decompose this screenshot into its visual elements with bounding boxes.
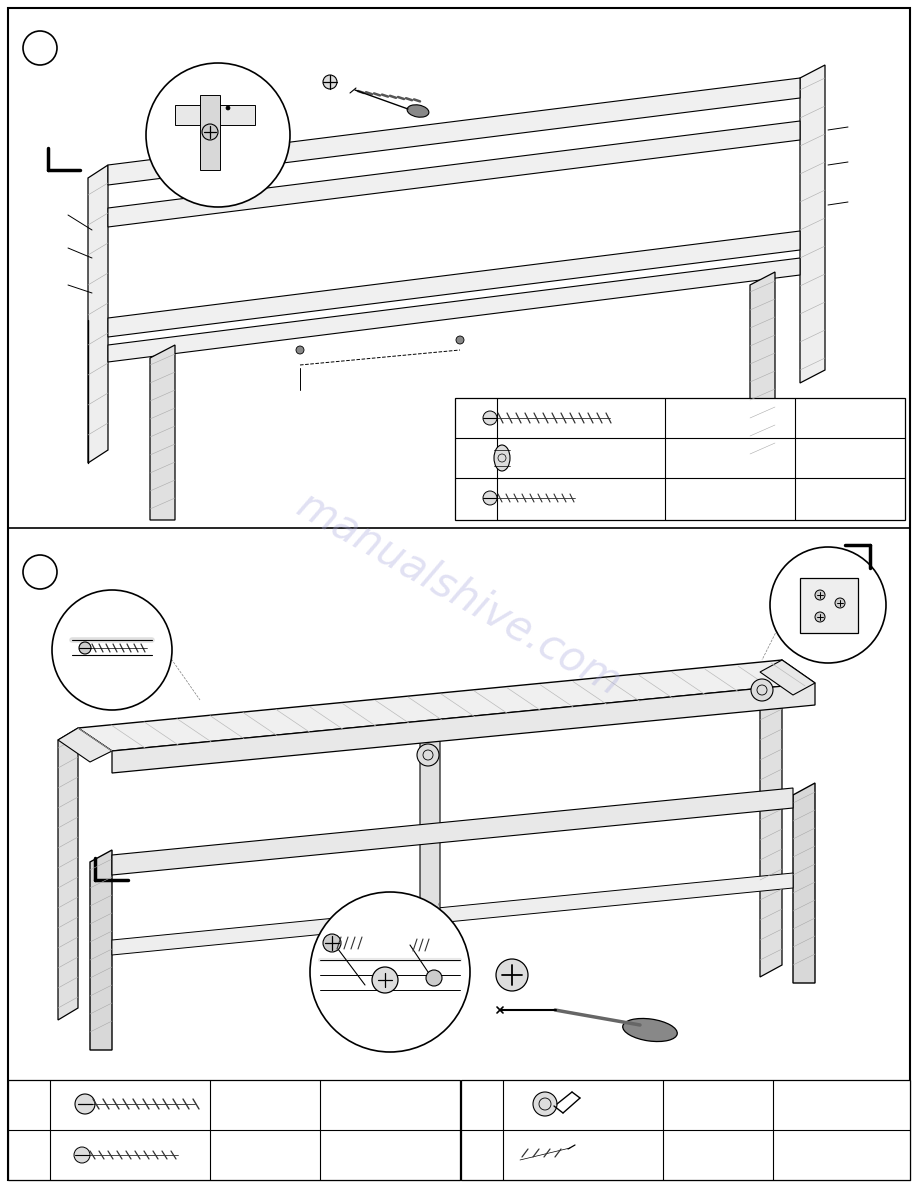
Polygon shape [200,95,220,170]
Circle shape [483,411,497,425]
Circle shape [496,959,528,991]
Bar [800,579,858,633]
Polygon shape [175,105,255,125]
Polygon shape [760,661,782,977]
Polygon shape [112,873,793,955]
Ellipse shape [494,446,510,470]
Polygon shape [90,849,112,1050]
Polygon shape [150,345,175,520]
Circle shape [770,546,886,663]
Ellipse shape [407,105,429,118]
Ellipse shape [622,1018,677,1042]
Circle shape [417,744,439,766]
Circle shape [146,63,290,207]
Circle shape [815,612,825,623]
Polygon shape [88,165,108,463]
Circle shape [815,590,825,600]
Polygon shape [112,683,815,773]
Circle shape [323,934,341,952]
Bar [455,398,905,520]
Circle shape [751,680,773,701]
Polygon shape [420,726,440,960]
Polygon shape [800,65,825,383]
Circle shape [202,124,218,140]
Polygon shape [750,272,775,460]
Circle shape [74,1146,90,1163]
Polygon shape [108,121,800,227]
Bar [461,1080,910,1180]
Circle shape [79,642,91,655]
Polygon shape [112,788,793,876]
Circle shape [226,106,230,110]
Circle shape [75,1094,95,1114]
Polygon shape [78,661,815,751]
Bar [8,1080,460,1180]
Circle shape [483,491,497,505]
Text: manualshive.com: manualshive.com [289,484,629,704]
Circle shape [310,892,470,1053]
Circle shape [323,75,337,89]
Circle shape [23,31,57,65]
Circle shape [52,590,172,710]
Polygon shape [58,728,112,762]
Polygon shape [58,728,78,1020]
Circle shape [835,598,845,608]
Circle shape [296,346,304,354]
Circle shape [23,555,57,589]
Polygon shape [793,783,815,982]
Circle shape [533,1092,557,1116]
Polygon shape [108,258,800,362]
Circle shape [372,967,398,993]
Circle shape [456,336,464,345]
Polygon shape [108,230,800,337]
Polygon shape [108,78,800,185]
Circle shape [426,969,442,986]
Polygon shape [760,661,815,695]
